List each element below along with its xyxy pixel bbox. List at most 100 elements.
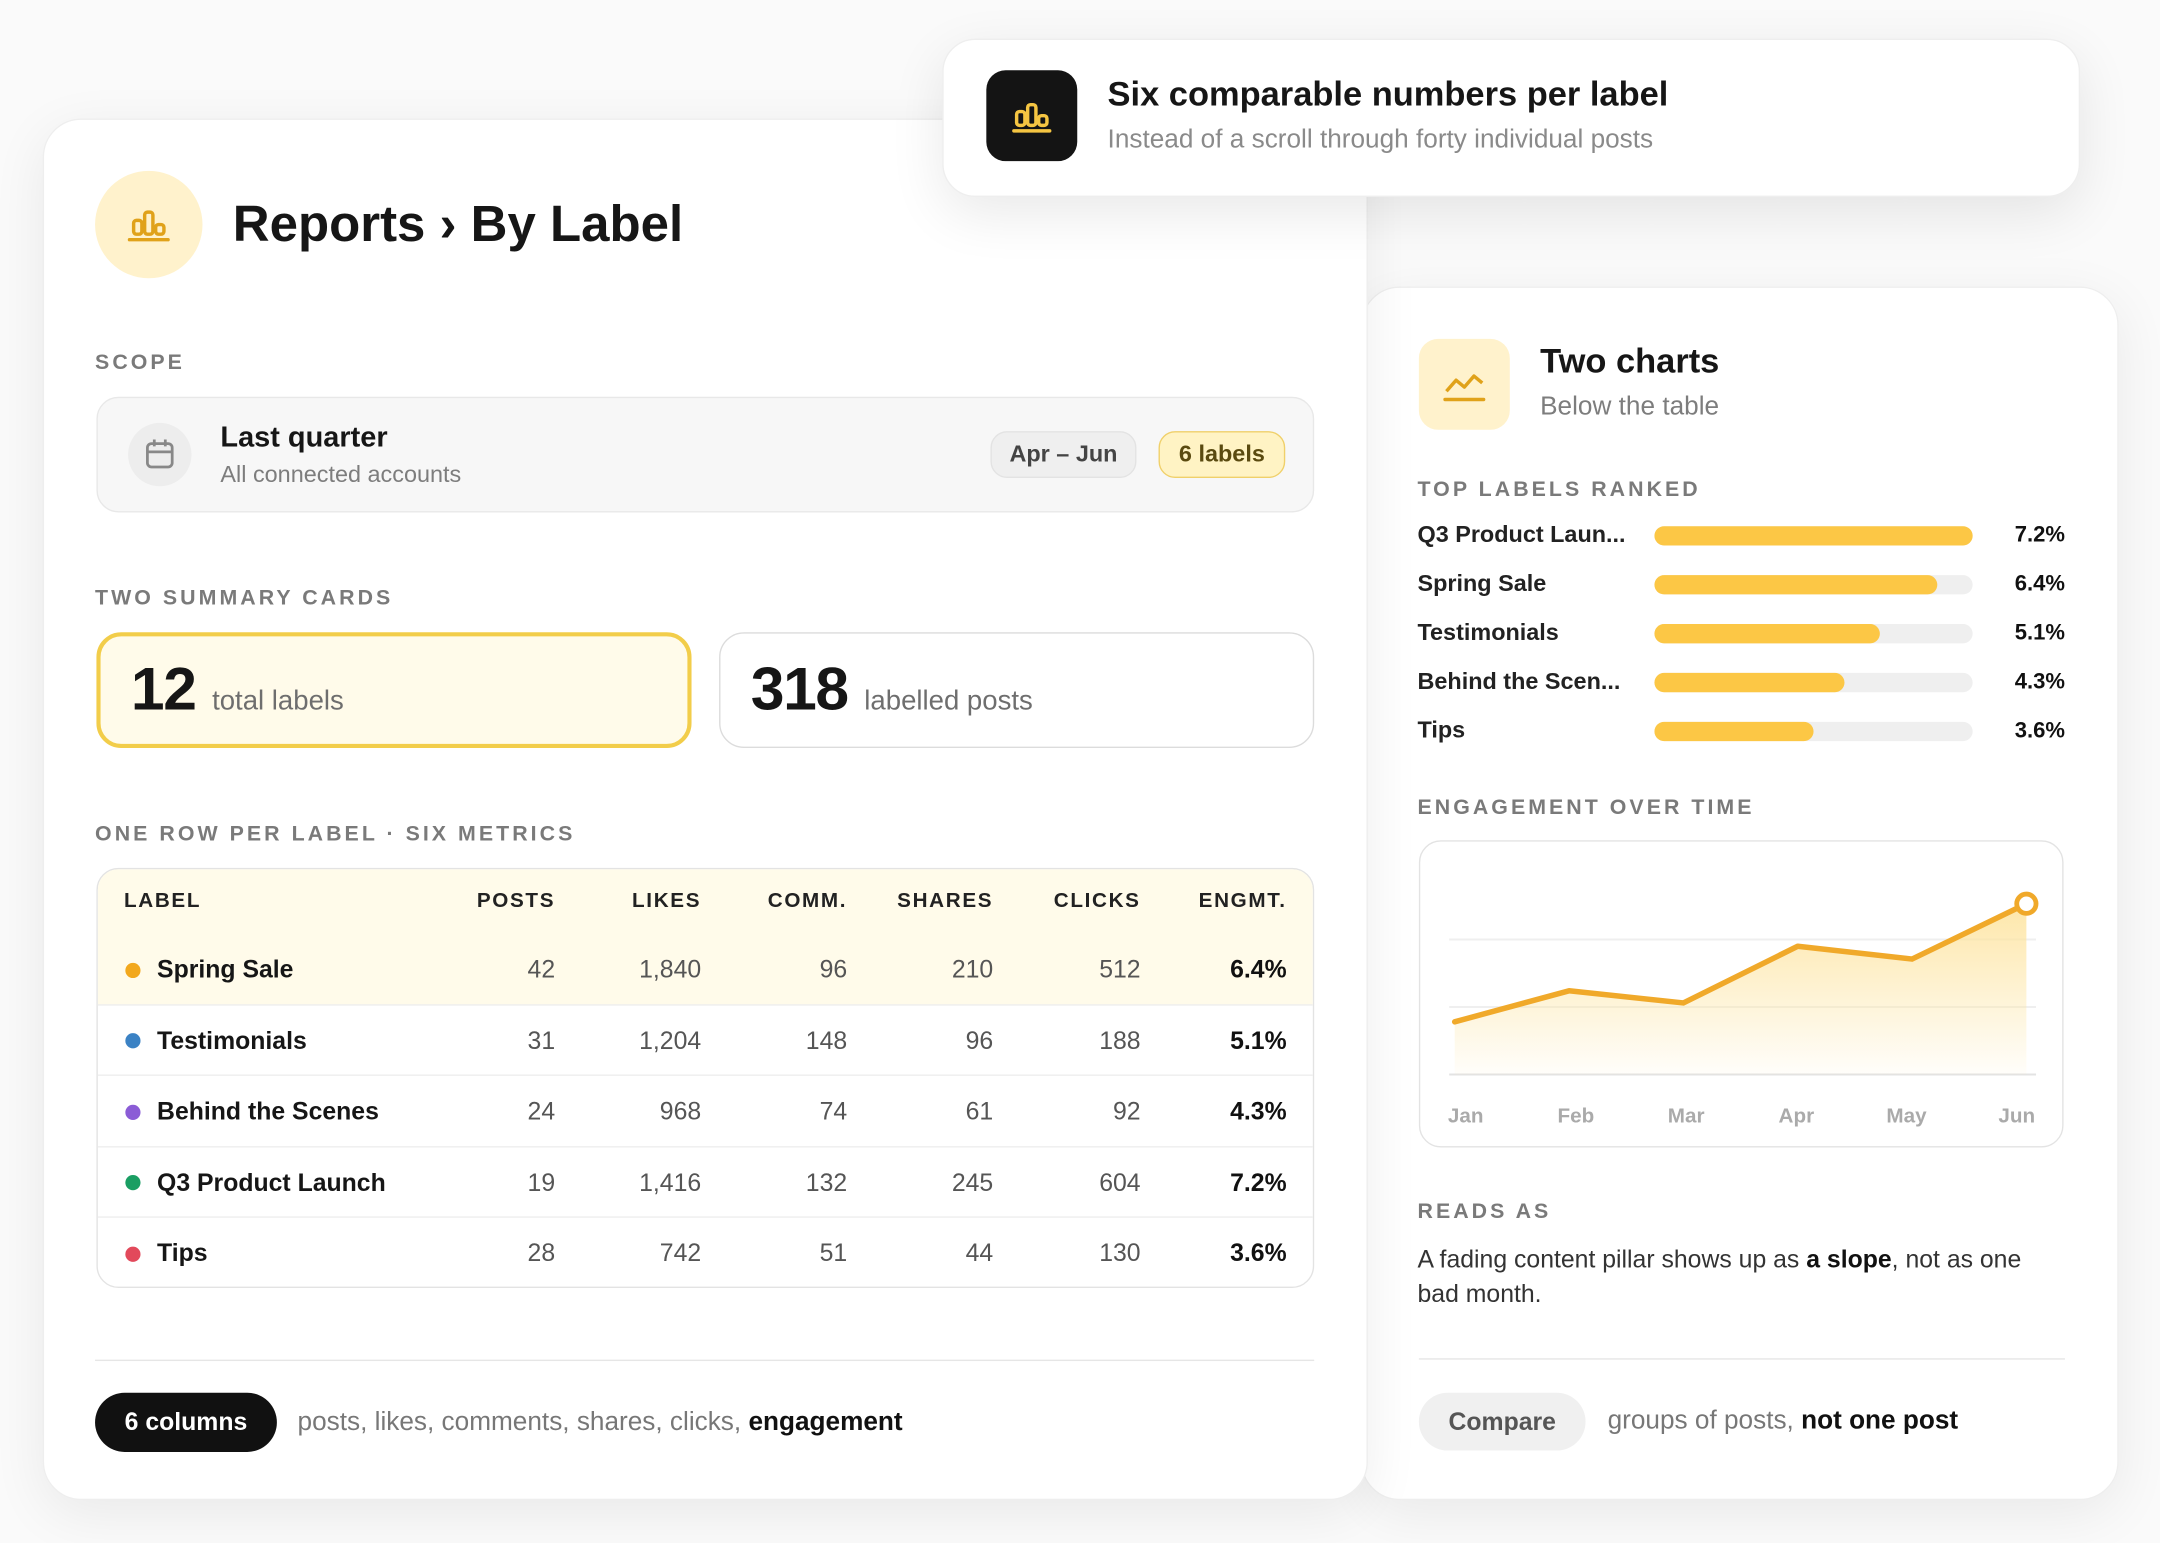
area [1454, 903, 2027, 1075]
callout-title: Six comparable numbers per label [1107, 75, 1669, 114]
charts-icon [1418, 338, 1510, 430]
icon [127, 210, 170, 242]
table-cell: 28 [527, 1239, 556, 1267]
table-row [97, 1076, 1313, 1147]
main-title: Reports › By Label [232, 195, 684, 253]
bar-value: 6.4% [2015, 571, 2066, 596]
table-cell: 1,204 [639, 1026, 702, 1054]
range-badge: Apr – Jun [990, 431, 1137, 479]
table-cell: 512 [1099, 955, 1141, 983]
icon [1012, 102, 1052, 133]
section-heading: TOP LABELS RANKED [1417, 478, 1701, 502]
side-footer-text: groups of posts, not one post [1608, 1406, 1959, 1436]
side-panel [1361, 286, 2119, 1501]
table-cell: 7.2% [1230, 1168, 1287, 1196]
columns-badge: 6 columns [95, 1392, 277, 1452]
row-label: Testimonials [157, 1026, 307, 1054]
callout-subtitle: Instead of a scroll through forty indivi… [1107, 125, 1654, 155]
count-badge: 6 labels [1158, 431, 1286, 479]
bar-label: Spring Sale [1417, 570, 1546, 596]
column-header: ENGMT. [1198, 889, 1287, 913]
section-heading: ONE ROW PER LABEL · SIX METRICS [95, 822, 576, 846]
row-dot [125, 1175, 141, 1191]
table-cell: 42 [527, 955, 556, 983]
end-point [2014, 891, 2039, 916]
calendar-icon [128, 422, 192, 487]
table-cell: 4.3% [1230, 1097, 1287, 1125]
bar-value: 3.6% [2015, 717, 2066, 742]
summary-card: 318 labelled posts [719, 632, 1315, 749]
text-bold: a slope [1806, 1245, 1892, 1273]
bar [1654, 721, 1814, 742]
card-value: 12 [130, 655, 197, 724]
table-row [97, 1005, 1313, 1076]
x-tick-label: May [1886, 1105, 1927, 1128]
text-bold: engagement [748, 1407, 903, 1437]
scope-title: Last quarter [220, 421, 388, 454]
main-footer-text: posts, likes, comments, shares, clicks, … [298, 1408, 903, 1438]
table-cell: 130 [1099, 1239, 1141, 1267]
row-label: Spring Sale [157, 955, 294, 983]
icon [1443, 374, 1486, 402]
table-cell: 74 [819, 1097, 848, 1125]
section-heading: SCOPE [95, 351, 185, 375]
table-cell: 210 [951, 955, 994, 983]
row-label: Behind the Scenes [157, 1097, 379, 1125]
bar-value: 5.1% [2015, 620, 2066, 645]
table-cell: 245 [951, 1168, 994, 1196]
table-cell: 96 [965, 1026, 994, 1054]
table-cell: 44 [965, 1239, 994, 1267]
table-cell: 6.4% [1230, 955, 1287, 983]
bar-label: Testimonials [1417, 619, 1558, 645]
bar [1654, 624, 1880, 644]
table-cell: 31 [527, 1026, 556, 1054]
card-label: labelled posts [864, 686, 1033, 717]
summary-card: 12 total labels [96, 632, 692, 749]
bar [1654, 526, 1973, 546]
bar-label: Q3 Product Laun... [1417, 521, 1625, 547]
reads-as-text: A fading content pillar shows up as a sl… [1417, 1243, 2064, 1312]
card-value: 318 [750, 655, 849, 724]
column-header: LIKES [632, 889, 702, 913]
section-heading: TWO SUMMARY CARDS [95, 586, 394, 611]
column-header: CLICKS [1053, 889, 1141, 913]
x-tick-label: Apr [1779, 1105, 1815, 1128]
column-header: POSTS [476, 889, 556, 913]
card-content: 318 labelled posts [751, 656, 1033, 725]
row-label: Q3 Product Launch [157, 1168, 386, 1196]
card-content: 12 total labels [131, 656, 344, 725]
callout-icon [986, 70, 1078, 162]
x-tick-label: Jun [1998, 1105, 2035, 1128]
side-title: Two charts [1540, 342, 1720, 381]
x-tick-label: Mar [1668, 1105, 1705, 1128]
bar [1654, 575, 1938, 595]
table-row [97, 933, 1313, 1005]
column-header: LABEL [123, 889, 202, 913]
text-bold: not one post [1801, 1406, 1959, 1436]
table-cell: 51 [819, 1239, 848, 1267]
table-cell: 96 [819, 955, 848, 983]
main-panel: Reports › By Label SCOPE Last quarter Al… [42, 118, 1368, 1501]
table-cell: 5.1% [1230, 1026, 1287, 1054]
divider [95, 1359, 1315, 1362]
bar [1654, 672, 1845, 693]
column-header: SHARES [897, 889, 994, 913]
table-row [97, 1147, 1313, 1218]
divider [1418, 1358, 2065, 1360]
row-label: Tips [157, 1239, 208, 1267]
card-label: total labels [212, 686, 344, 717]
table-cell: 19 [527, 1168, 556, 1196]
row-dot [125, 1245, 141, 1262]
line [1451, 900, 2030, 1025]
table-cell: 148 [805, 1026, 848, 1054]
table-cell: 3.6% [1230, 1239, 1287, 1267]
table-cell: 604 [1099, 1168, 1141, 1196]
x-tick-label: Feb [1558, 1105, 1595, 1128]
table-cell: 742 [659, 1239, 702, 1267]
bar-value: 4.3% [2015, 668, 2066, 693]
text: , not as one bad month. [1417, 1245, 2022, 1308]
table-cell: 61 [965, 1097, 994, 1125]
